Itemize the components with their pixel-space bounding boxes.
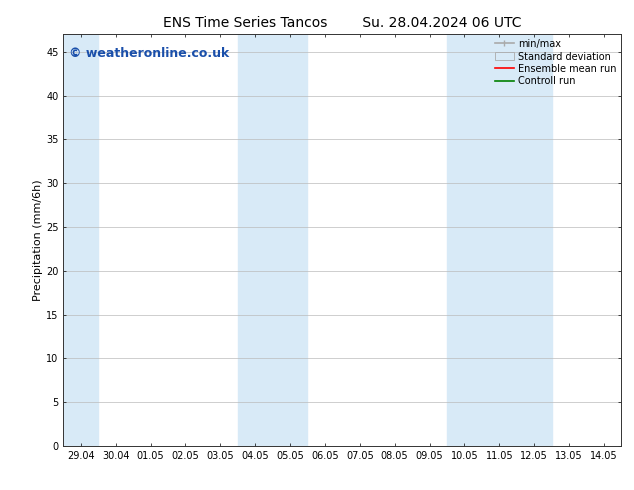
Bar xyxy=(447,34,552,446)
Text: © weatheronline.co.uk: © weatheronline.co.uk xyxy=(69,47,230,60)
Bar xyxy=(63,34,98,446)
Bar xyxy=(238,34,307,446)
Legend: min/max, Standard deviation, Ensemble mean run, Controll run: min/max, Standard deviation, Ensemble me… xyxy=(493,37,618,88)
Y-axis label: Precipitation (mm/6h): Precipitation (mm/6h) xyxy=(33,179,43,301)
Title: ENS Time Series Tancos        Su. 28.04.2024 06 UTC: ENS Time Series Tancos Su. 28.04.2024 06… xyxy=(163,16,522,30)
